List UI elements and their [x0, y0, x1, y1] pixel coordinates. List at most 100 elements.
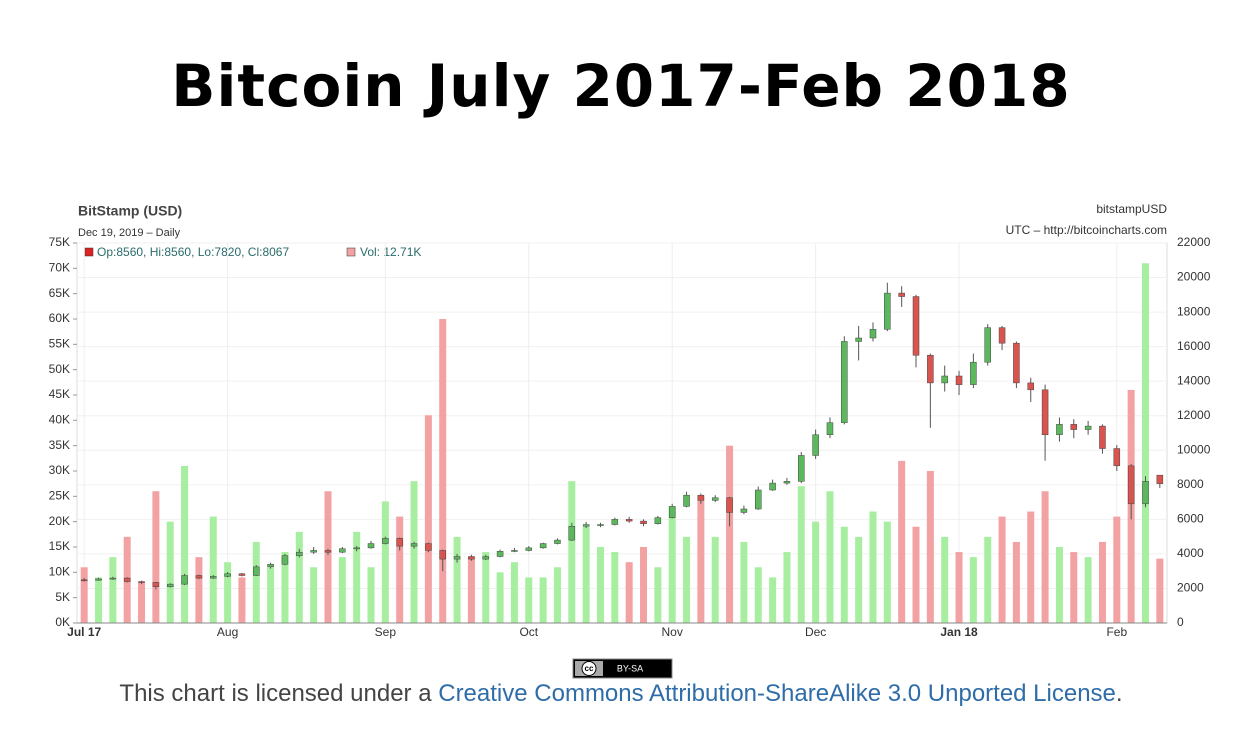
y2-tick-label: 22000	[1177, 235, 1211, 249]
y-tick-label: 25K	[49, 489, 70, 503]
candle-body	[367, 543, 375, 549]
candle-body	[1027, 382, 1034, 391]
volume-bar	[539, 577, 547, 623]
y-tick-label: 5K	[55, 590, 70, 604]
y2-tick-label: 16000	[1177, 339, 1211, 353]
volume-bar	[295, 531, 303, 623]
candle-body	[1127, 465, 1135, 505]
volume-bar	[582, 526, 590, 623]
candle-body	[353, 547, 360, 550]
volume-bar	[812, 521, 820, 623]
candle-body	[281, 555, 289, 565]
candle-body	[1113, 448, 1121, 467]
candle-body	[439, 550, 446, 560]
volume-bar	[410, 481, 418, 623]
x-tick-label: Dec	[805, 625, 826, 639]
x-tick-label: Jan 18	[940, 625, 978, 639]
chart-credit: UTC – http://bitcoincharts.com	[1006, 223, 1167, 237]
y2-tick-label: 14000	[1177, 373, 1211, 387]
volume-bar	[568, 481, 576, 623]
candle-body	[453, 556, 461, 560]
candle-body	[568, 526, 576, 541]
y2-tick-label: 2000	[1177, 581, 1204, 595]
volume-bar	[912, 526, 920, 623]
y2-tick-label: 6000	[1177, 512, 1204, 526]
candle-body	[912, 296, 920, 356]
volume-bar	[697, 496, 705, 623]
volume-bar	[496, 572, 504, 623]
volume-bar	[611, 552, 619, 623]
volume-bar	[152, 491, 160, 623]
candle-body	[339, 548, 346, 553]
candle-body	[869, 329, 877, 339]
page-title: Bitcoin July 2017-Feb 2018	[171, 52, 1071, 120]
volume-bar	[754, 567, 762, 623]
x-tick-label: Nov	[662, 625, 683, 639]
candle-body	[898, 292, 905, 297]
legend-ohlc: Op:8560, Hi:8560, Lo:7820, Cl:8067	[97, 245, 289, 259]
y-tick-label: 0K	[55, 615, 70, 629]
volume-bar	[267, 567, 275, 623]
candle-body	[468, 556, 475, 560]
volume-bar	[138, 582, 146, 623]
candle-body	[382, 538, 389, 544]
y-tick-label: 10K	[49, 565, 70, 579]
y-tick-label: 40K	[49, 413, 70, 427]
candle-body	[181, 575, 188, 585]
candle-body	[941, 375, 948, 384]
volume-bar	[1113, 516, 1121, 623]
volume-bar	[1041, 491, 1049, 623]
volume-bar	[1012, 541, 1020, 623]
chart-subtitle: Dec 19, 2019 – Daily	[78, 227, 181, 239]
y-tick-label: 20K	[49, 514, 70, 528]
candle-body	[755, 489, 762, 510]
y-tick-label: 60K	[49, 311, 70, 325]
candle-body	[697, 494, 705, 501]
candle-body	[123, 577, 131, 582]
volume-bar	[654, 567, 662, 623]
volume-bar	[1141, 263, 1149, 623]
license-link[interactable]: Creative Commons Attribution-ShareAlike …	[438, 680, 1116, 707]
volume-bar	[467, 557, 475, 623]
candle-body	[253, 566, 260, 576]
volume-bar	[1156, 558, 1164, 623]
volume-bar	[324, 491, 332, 623]
volume-bar	[281, 552, 289, 623]
y-tick-label: 50K	[49, 362, 70, 376]
volume-bar	[381, 501, 389, 623]
candle-body	[970, 361, 977, 385]
candle-body	[855, 337, 862, 342]
license-text: .	[1115, 680, 1123, 707]
y-tick-label: 75K	[49, 235, 70, 249]
y2-tick-label: 12000	[1177, 408, 1211, 422]
y2-tick-label: 20000	[1177, 270, 1211, 284]
x-tick-label: Sep	[375, 625, 397, 639]
volume-bar	[783, 552, 791, 623]
candle-body	[1099, 425, 1106, 449]
y-tick-label: 70K	[49, 261, 70, 275]
candle-body	[998, 327, 1006, 344]
volume-bar	[1098, 541, 1106, 623]
volume-bar	[525, 577, 533, 623]
candle-body	[539, 543, 547, 549]
volume-bar	[640, 547, 648, 623]
volume-bar	[596, 547, 604, 623]
badge-cc-circle	[581, 661, 597, 676]
candle-body	[1041, 389, 1049, 435]
volume-bar	[338, 557, 346, 623]
volume-bar	[969, 557, 977, 623]
candle-body	[310, 550, 317, 553]
volume-bar	[195, 557, 203, 623]
y2-tick-label: 0	[1177, 615, 1184, 629]
candle-body	[554, 539, 561, 544]
y-tick-label: 30K	[49, 463, 70, 477]
candle-body	[210, 576, 217, 579]
y-tick-label: 35K	[49, 438, 70, 452]
candle-body	[410, 543, 418, 547]
volume-bar	[711, 536, 719, 623]
volume-bar	[353, 531, 361, 623]
volume-bar	[181, 465, 189, 623]
candle-body	[1156, 474, 1164, 484]
legend-swatch	[84, 247, 94, 257]
volume-bar	[109, 557, 117, 623]
